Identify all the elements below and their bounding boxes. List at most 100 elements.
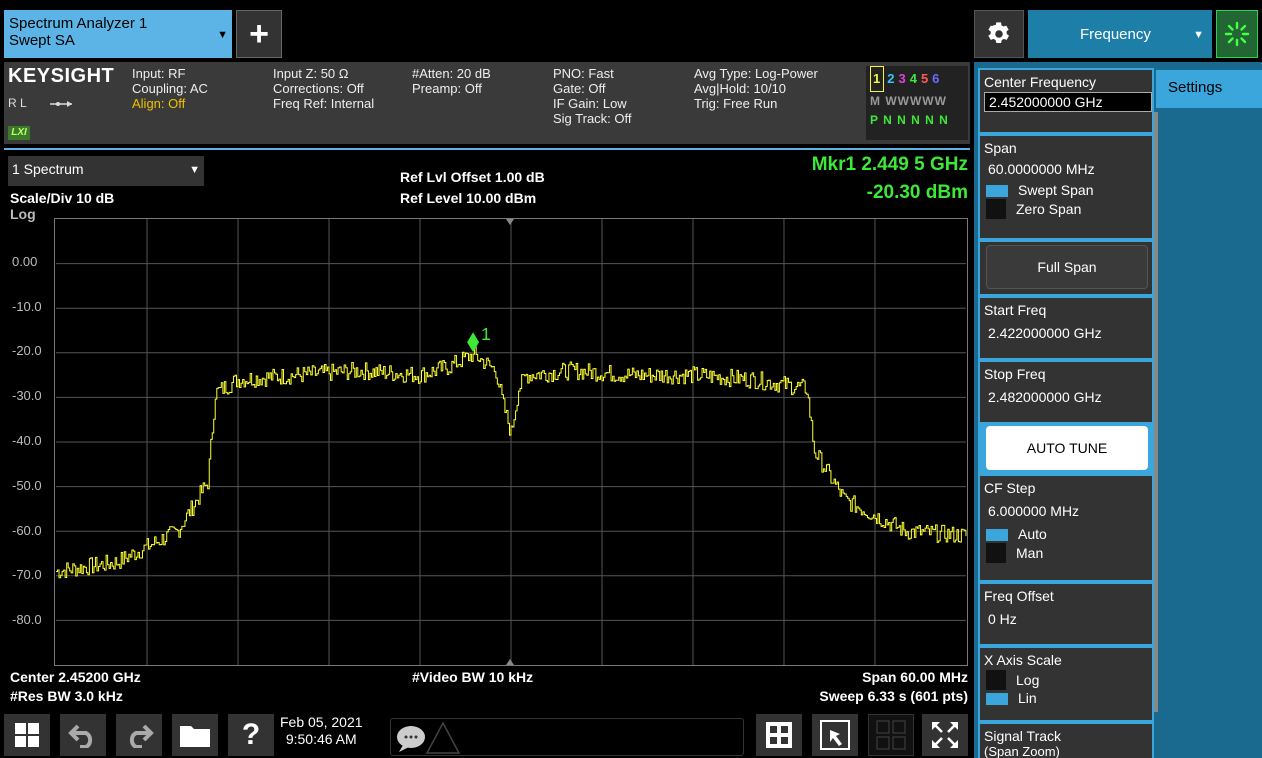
dropdown-arrow-icon: ▼ [189,164,200,176]
redo-button[interactable] [116,714,162,756]
file-button[interactable] [172,714,218,756]
radio-unselected-icon [986,543,1006,563]
measurement-name: Swept SA [9,32,75,49]
y-axis-tick-label: 0.00 [12,253,38,269]
video-bw-label: #Video BW 10 kHz [412,669,534,685]
radio-unselected-icon [986,670,1006,690]
start-freq-value: 2.422000000 GHz [988,325,1102,341]
keysight-logo: KEYSIGHT [8,65,115,87]
sweep-time-label: Sweep 6.33 s (601 pts) [819,688,968,704]
help-button[interactable]: ? [228,714,274,756]
span-key[interactable]: Span 60.0000000 MHz Swept Span Zero Span [980,136,1152,238]
touch-button[interactable] [812,714,858,756]
span-label: Span 60.00 MHz [862,669,968,685]
grid-icon [876,720,906,750]
cf-step-key[interactable]: CF Step 6.000000 MHz Auto Man [980,476,1152,580]
gear-icon [988,22,1010,44]
spinner-icon [1224,21,1250,47]
scale-type-label: Log [10,206,36,222]
app-mode-tab[interactable]: Spectrum Analyzer 1 Swept SA ▼ [4,10,232,58]
marker-1-label: 1 [481,324,491,344]
y-axis-tick-label: -20.0 [12,343,42,359]
signal-track-key[interactable]: Signal Track (Span Zoom) [980,724,1152,758]
window-selector[interactable]: 1 Spectrum ▼ [8,156,204,186]
windows-icon [15,723,39,747]
question-icon: ? [241,718,261,751]
spectrum-window[interactable]: 1 Spectrum ▼ Scale/Div 10 dB Log Ref Lvl… [4,148,970,706]
y-axis-tick-label: -80.0 [12,612,42,628]
app-name: Spectrum Analyzer 1 [9,15,148,32]
undo-button[interactable] [60,714,106,756]
trace-mode-row: M WWWWW [870,94,947,108]
system-settings-button[interactable] [974,10,1024,58]
x-axis-scale-key[interactable]: X Axis Scale Log Lin [980,648,1152,720]
layout-icon [766,722,792,748]
ref-level-offset: Ref Lvl Offset 1.00 dB [400,169,545,185]
x-scale-log-option[interactable]: Log [984,670,1152,690]
auto-tune-button[interactable]: AUTO TUNE [986,426,1148,470]
center-arrow-bottom [506,659,514,665]
message-area[interactable] [390,718,744,756]
message-icon [397,721,461,754]
date-time: Feb 05, 2021 9:50:46 AM [280,714,363,747]
y-axis-tick-label: -50.0 [12,477,42,493]
radio-selected-icon [986,184,1008,197]
freq-offset-value: 0 Hz [988,611,1017,627]
cf-step-auto-option[interactable]: Auto [984,526,1152,543]
radio-unselected-icon [986,199,1006,219]
x-scale-lin-option[interactable]: Lin [984,690,1152,707]
auto-tune-container: AUTO TUNE [980,426,1152,472]
y-axis-tick-label: -10.0 [12,298,42,314]
status-pno: PNO: Fast Gate: Off IF Gain: Low Sig Track:… [553,66,632,126]
spectrum-plot[interactable]: 1 [54,218,968,666]
remote-local-indicator: R L [8,96,74,110]
marker-1[interactable] [467,332,480,353]
status-average: Avg Type: Log-Power Avg|Hold: 10/10 Trig: … [694,66,818,111]
redo-icon [129,724,154,748]
center-frequency-key[interactable]: Center Frequency 2.452000000 GHz [980,70,1152,132]
full-span-button[interactable]: Full Span [986,245,1148,289]
graticule [56,219,966,665]
scrollbar[interactable] [1154,112,1158,712]
maximize-button[interactable] [922,714,968,756]
menu-tab-label: Frequency [1080,25,1151,43]
menu-tab-frequency[interactable]: Frequency ▼ [1028,10,1212,58]
marker-amplitude-readout: -20.30 dBm [866,182,968,203]
cf-step-man-option[interactable]: Man [984,543,1152,563]
bottom-toolbar: ? Feb 05, 2021 9:50:46 AM [4,710,970,758]
plus-icon: + [249,14,269,53]
layout-button[interactable] [756,714,802,756]
full-span-container: Full Span [980,242,1152,294]
trace-1 [56,346,967,579]
dropdown-arrow-icon: ▼ [1193,29,1204,41]
maximize-icon [932,722,958,748]
multi-window-button[interactable] [868,714,914,756]
start-freq-key[interactable]: Start Freq 2.422000000 GHz [980,298,1152,358]
freq-offset-key[interactable]: Freq Offset 0 Hz [980,584,1152,644]
y-axis-tick-label: -30.0 [12,388,42,404]
y-axis-tick-label: -60.0 [12,522,42,538]
touch-icon [820,720,850,750]
dropdown-arrow-icon: ▼ [217,29,228,41]
stop-freq-key[interactable]: Stop Freq 2.482000000 GHz [980,362,1152,422]
zero-span-option[interactable]: Zero Span [984,199,1152,219]
settings-status-bar[interactable]: KEYSIGHT R L LXI Input: RF Coupling: AC Al… [4,62,970,144]
folder-icon [180,726,210,747]
swept-span-option[interactable]: Swept Span [984,182,1152,199]
add-screen-button[interactable]: + [236,10,282,58]
tab-settings[interactable]: Settings [1156,70,1262,108]
radio-selected-icon [986,692,1008,705]
lxi-indicator: LXI [8,126,30,140]
ref-level: Ref Level 10.00 dBm [400,190,537,206]
marker-frequency-readout: Mkr1 2.449 5 GHz [811,154,968,175]
span-value: 60.0000000 MHz [988,161,1095,177]
y-axis-tick-label: -70.0 [12,567,42,583]
center-frequency-input[interactable]: 2.452000000 GHz [984,92,1152,112]
busy-indicator [1216,10,1258,58]
y-axis-tick-label: -40.0 [12,433,42,448]
windows-start-button[interactable] [4,714,50,756]
stop-freq-value: 2.482000000 GHz [988,389,1102,405]
scale-div-label: Scale/Div 10 dB [10,190,115,206]
